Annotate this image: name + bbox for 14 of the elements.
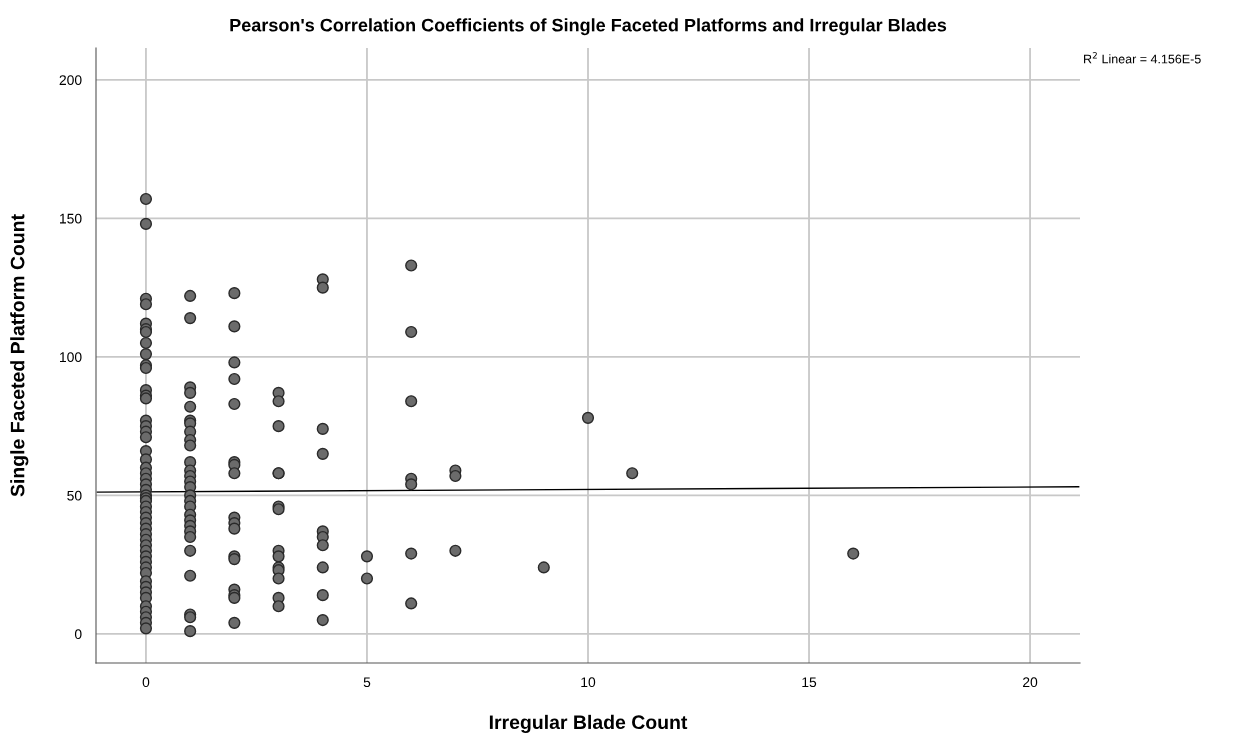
x-tick-label: 0 [142,677,150,688]
text: R$^{2}$ Linear = 4.156E-5 [1084,52,1201,64]
x-tick-label: 10 [581,677,596,688]
x-tick-label: 15 [802,677,817,688]
y-tick-label: 0 [74,629,82,640]
x-tick-label: 20 [1023,677,1038,688]
y-tick-label: 50 [67,490,82,501]
y-tick-label: 150 [60,213,82,224]
y-axis-title: Single Faceted Platform Count [10,214,29,497]
chart-title: Pearson's Correlation Coefficients of Single Faceted Platforms and Irregular Blades [230,18,947,36]
y-tick-label: 200 [59,75,82,86]
y-tick-label: 100 [60,352,82,363]
x-tick-label: 5 [363,677,371,688]
x-axis-title: Irregular Blade Count [489,714,688,734]
